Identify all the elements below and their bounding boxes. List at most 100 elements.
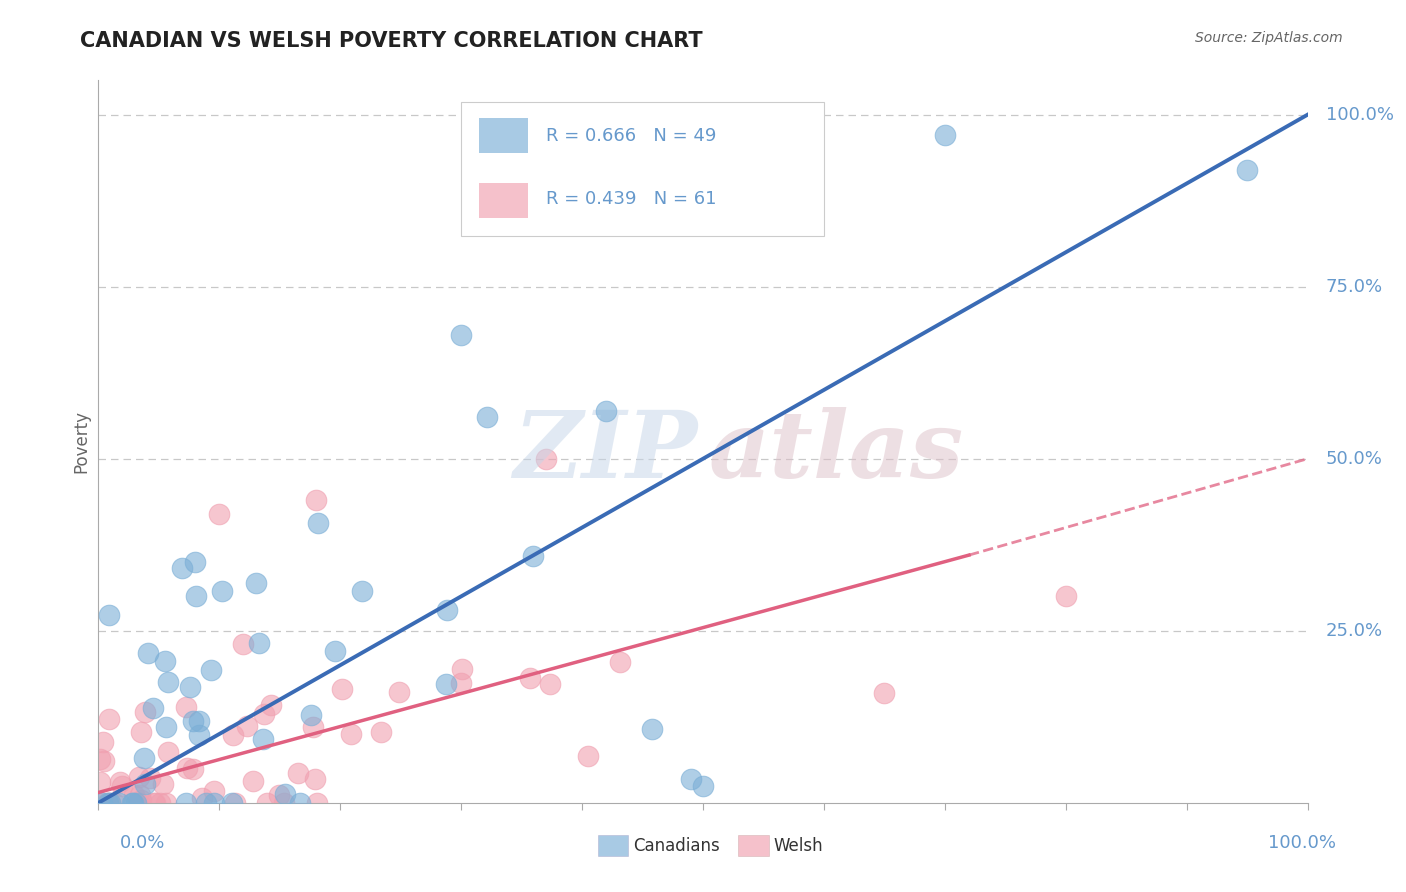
Point bbox=[339, 727, 361, 741]
Point bbox=[186, 589, 208, 603]
Point bbox=[450, 676, 472, 690]
Point bbox=[307, 516, 329, 530]
Point bbox=[129, 724, 152, 739]
Point bbox=[305, 796, 328, 810]
Text: ZIP: ZIP bbox=[513, 408, 697, 498]
Point bbox=[323, 644, 346, 658]
Text: Source: ZipAtlas.com: Source: ZipAtlas.com bbox=[1195, 31, 1343, 45]
Point bbox=[91, 796, 114, 810]
Point bbox=[451, 662, 474, 676]
Point bbox=[108, 775, 131, 789]
Point bbox=[194, 796, 217, 810]
Point bbox=[302, 720, 325, 734]
Text: atlas: atlas bbox=[709, 408, 965, 498]
Point bbox=[1236, 162, 1258, 177]
Point bbox=[436, 677, 458, 691]
Text: R = 0.666   N = 49: R = 0.666 N = 49 bbox=[546, 127, 716, 145]
Point bbox=[174, 796, 197, 810]
Point bbox=[155, 796, 177, 810]
Point bbox=[475, 410, 498, 425]
Point bbox=[91, 735, 114, 749]
Point bbox=[211, 583, 233, 598]
Point bbox=[692, 197, 714, 211]
Point bbox=[609, 656, 631, 670]
Point bbox=[236, 719, 259, 733]
Text: 100.0%: 100.0% bbox=[1326, 105, 1393, 124]
Point bbox=[134, 777, 156, 791]
Point bbox=[128, 788, 150, 802]
Bar bbox=[479, 183, 527, 218]
Point bbox=[873, 686, 896, 700]
Point bbox=[131, 793, 153, 807]
Point bbox=[1054, 590, 1077, 604]
Point bbox=[247, 636, 270, 650]
FancyBboxPatch shape bbox=[461, 102, 824, 235]
Point bbox=[260, 698, 283, 712]
Point bbox=[96, 796, 118, 810]
Point bbox=[156, 745, 179, 759]
Point bbox=[127, 796, 149, 810]
Point bbox=[122, 788, 145, 802]
Point bbox=[450, 327, 472, 342]
Point bbox=[370, 725, 392, 739]
Point bbox=[232, 637, 254, 651]
Point bbox=[179, 680, 201, 694]
Point bbox=[221, 796, 243, 810]
Point bbox=[242, 773, 264, 788]
Point bbox=[89, 752, 111, 766]
Point bbox=[143, 796, 166, 810]
Point bbox=[274, 787, 297, 801]
Text: 75.0%: 75.0% bbox=[1326, 277, 1384, 296]
Point bbox=[155, 720, 177, 734]
Point bbox=[388, 684, 411, 698]
Point bbox=[330, 682, 353, 697]
Point bbox=[142, 700, 165, 714]
Point bbox=[89, 775, 111, 789]
Point bbox=[125, 796, 148, 810]
Point bbox=[176, 761, 198, 775]
Point bbox=[256, 796, 278, 810]
Y-axis label: Poverty: Poverty bbox=[72, 410, 90, 473]
Point bbox=[98, 796, 121, 810]
Point bbox=[153, 654, 176, 668]
Point bbox=[98, 608, 121, 623]
Point bbox=[97, 712, 120, 726]
Point bbox=[149, 796, 172, 810]
Point bbox=[934, 128, 956, 143]
Point bbox=[299, 707, 322, 722]
Point bbox=[534, 451, 557, 466]
Point bbox=[692, 779, 714, 793]
Point bbox=[188, 728, 211, 742]
Point bbox=[108, 796, 131, 810]
Point bbox=[97, 796, 120, 810]
Point bbox=[245, 575, 267, 590]
Point bbox=[111, 779, 134, 793]
Text: 100.0%: 100.0% bbox=[1268, 834, 1336, 852]
Point bbox=[188, 714, 211, 729]
Point bbox=[222, 728, 245, 742]
Point bbox=[181, 714, 204, 729]
Text: 25.0%: 25.0% bbox=[1326, 622, 1384, 640]
Point bbox=[224, 796, 246, 810]
Text: 0.0%: 0.0% bbox=[120, 834, 165, 852]
Point bbox=[538, 677, 561, 691]
Point bbox=[132, 750, 155, 764]
Point bbox=[93, 754, 115, 768]
Point bbox=[436, 603, 458, 617]
Point bbox=[269, 789, 291, 803]
Point bbox=[200, 663, 222, 677]
Point bbox=[352, 583, 374, 598]
Point bbox=[304, 772, 326, 786]
Text: R = 0.439   N = 61: R = 0.439 N = 61 bbox=[546, 191, 716, 209]
Point bbox=[97, 796, 120, 810]
Point bbox=[156, 675, 179, 690]
Point bbox=[305, 493, 328, 508]
Point bbox=[519, 671, 541, 685]
Point bbox=[143, 796, 166, 810]
Bar bbox=[479, 118, 527, 153]
Text: Welsh: Welsh bbox=[773, 837, 823, 855]
Point bbox=[139, 771, 162, 785]
Point bbox=[190, 791, 212, 805]
Point bbox=[641, 723, 664, 737]
Point bbox=[522, 549, 544, 563]
